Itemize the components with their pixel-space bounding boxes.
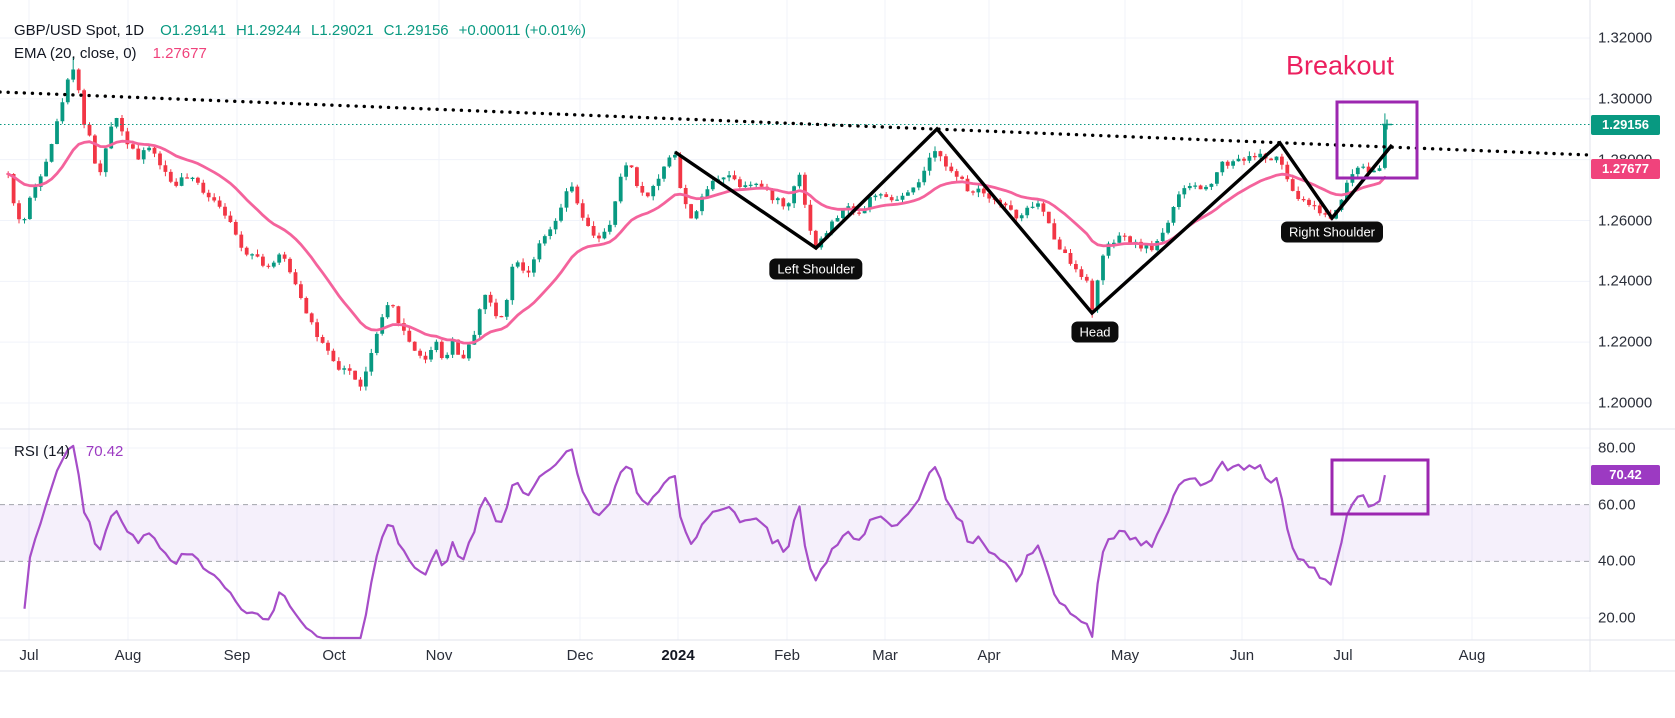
time-axis-label: Nov xyxy=(425,647,453,664)
time-axis-label: Jul xyxy=(1333,647,1353,664)
rsi-value: 70.42 xyxy=(85,443,124,460)
rsi-legend[interactable]: RSI (14) 70.42 xyxy=(14,443,123,460)
time-axis-label: Jun xyxy=(1229,647,1255,664)
time-axis-label: Aug xyxy=(1458,647,1486,664)
rsi-tick-label: 80.00 xyxy=(1598,439,1636,457)
rsi-band xyxy=(0,504,1590,562)
time-axis-label: Sep xyxy=(223,647,251,664)
price-tick-label: 1.24000 xyxy=(1598,272,1653,290)
time-axis-label: Feb xyxy=(774,647,800,664)
ohlc-low: L1.29021 xyxy=(311,22,374,39)
ema-value-badge: 1.27677 xyxy=(1591,159,1660,180)
breakout-box[interactable] xyxy=(1330,458,1430,516)
time-axis-label: May xyxy=(1110,647,1140,664)
price-change: +0.00011 (+0.01%) xyxy=(458,22,586,39)
time-axis-label: Jul xyxy=(19,647,39,664)
price-tick-label: 1.20000 xyxy=(1598,394,1653,412)
ema-legend[interactable]: EMA (20, close, 0) 1.27677 xyxy=(14,45,207,62)
breakout-annotation[interactable]: Breakout xyxy=(1285,50,1395,81)
ohlc-high: H1.29244 xyxy=(235,22,302,39)
price-tick-label: 1.26000 xyxy=(1598,212,1653,229)
rsi-value-badge: 70.42 xyxy=(1591,465,1660,486)
symbol-legend[interactable]: GBP/USD Spot, 1D O1.29141 H1.29244 L1.29… xyxy=(14,22,586,39)
price-tick-label: 1.22000 xyxy=(1598,333,1653,351)
rsi-label: RSI (14) xyxy=(14,443,70,460)
down-candle-bodies xyxy=(6,69,1371,387)
ema-label: EMA (20, close, 0) xyxy=(14,45,137,62)
rsi-tick-label: 20.00 xyxy=(1598,609,1636,627)
left-shoulder-label[interactable]: Left Shoulder xyxy=(769,258,863,280)
time-axis-label: Aug xyxy=(114,647,142,664)
symbol-title: GBP/USD Spot, 1D xyxy=(14,22,145,39)
ema-line[interactable] xyxy=(6,139,1387,345)
right-shoulder-label[interactable]: Right Shoulder xyxy=(1281,221,1383,243)
rsi-tick-label: 60.00 xyxy=(1598,496,1636,514)
last-price-marker xyxy=(1382,119,1392,130)
rsi-tick-label: 40.00 xyxy=(1598,552,1636,570)
breakout-box[interactable] xyxy=(1335,100,1419,180)
last-price-badge: 1.29156 xyxy=(1591,114,1660,135)
footer: TradingView xyxy=(0,672,1675,718)
chart-canvas[interactable] xyxy=(0,0,1675,672)
ema-value: 1.27677 xyxy=(152,45,207,62)
up-candle-bodies xyxy=(22,69,1387,387)
time-axis-label: Mar xyxy=(872,647,898,664)
head-label[interactable]: Head xyxy=(1071,321,1119,343)
up-candle-wicks xyxy=(24,56,1386,391)
time-axis-label: Apr xyxy=(977,647,1001,664)
price-tick-label: 1.30000 xyxy=(1598,90,1653,108)
time-axis-label: Dec xyxy=(566,647,594,664)
time-axis-label: Oct xyxy=(322,647,346,664)
ohlc-open: O1.29141 xyxy=(160,22,226,39)
head-and-shoulders-zigzag[interactable] xyxy=(674,126,1394,316)
ohlc-close: C1.29156 xyxy=(383,22,449,39)
time-axis-label: 2024 xyxy=(661,647,695,664)
price-tick-label: 1.32000 xyxy=(1598,29,1653,47)
rsi-line[interactable] xyxy=(23,444,1386,640)
